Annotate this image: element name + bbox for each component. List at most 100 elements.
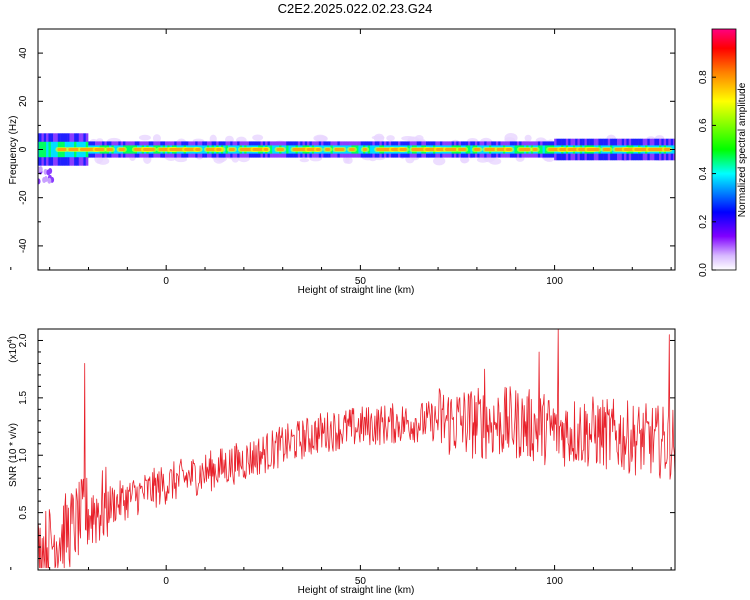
spectrogram-inner-band — [53, 141, 56, 158]
spectrogram-inner-band — [470, 145, 473, 154]
spectrogram-x-axis-label: Height of straight line (km) — [298, 285, 415, 296]
spectrogram-peak-edge — [442, 147, 459, 152]
spectrogram-halo — [460, 156, 470, 164]
spectrogram-peak-edge — [347, 147, 357, 152]
spectrogram-inner-band — [467, 145, 471, 154]
colorbar-tick-label: 0.4 — [698, 166, 709, 180]
spectrogram-peak-edge — [314, 147, 323, 152]
spectrogram-y-tick-label: -20 — [18, 190, 29, 205]
snr-y-tick-label: 1.5 — [18, 390, 29, 404]
spectrogram-peak-edge — [226, 147, 237, 152]
spectrogram-peak-edge — [116, 147, 127, 152]
spectrogram-halo — [152, 134, 161, 143]
spectrogram-y-ticks: 40 20 0 -20 -40 — [18, 28, 675, 271]
spectrogram-halo — [96, 157, 110, 165]
spectrogram-peak-edge — [92, 147, 107, 152]
snr-y-tick-label: 2.0 — [18, 333, 29, 347]
spectrogram-inner-band — [48, 141, 52, 158]
snr-line-series — [38, 329, 675, 569]
spectrogram-halo — [489, 157, 502, 165]
spectrogram-y-axis-label: Frequency (Hz) — [8, 116, 19, 185]
spectrogram-halo — [209, 134, 217, 144]
colorbar-ticks: 0.0 0.2 0.4 0.6 0.8 — [698, 70, 716, 277]
snr-y-ticks: 0.5 1.0 1.5 2.0 — [18, 333, 675, 560]
spectrogram-inner-band — [370, 145, 373, 154]
spectrogram-halo — [371, 135, 385, 140]
spectrogram-y-tick-label: -40 — [18, 238, 29, 253]
spectrogram-peak-edge — [104, 147, 116, 152]
spectrogram-tail — [38, 178, 41, 185]
colorbar-tick-label: 0.0 — [698, 263, 709, 277]
spectrogram-peak-edge — [661, 147, 673, 152]
snr-y-axis-label: SNR (10 * v/v) — [8, 423, 19, 487]
spectrogram-peak-edge — [274, 147, 287, 152]
spectrogram-tail — [38, 166, 43, 173]
snr-x-tick-label: 100 — [546, 576, 563, 587]
spectrogram-inner-band — [46, 141, 49, 158]
spectrogram-halo — [504, 132, 518, 143]
spectrogram-inner-band — [288, 145, 292, 154]
spectrogram-peak-edge — [530, 147, 540, 152]
snr-x-tick-label: 0 — [163, 576, 169, 587]
colorbar: 0.0 0.2 0.4 0.6 0.8 Normalized spectral ampl… — [698, 28, 748, 277]
snr-plot-area — [38, 329, 675, 570]
snr-x-axis-label: Height of straight line (km) — [298, 585, 415, 596]
spectrogram-peak-edge — [503, 147, 514, 152]
spectrogram-inner-band — [540, 145, 543, 154]
spectrogram-inner-band — [202, 145, 205, 154]
chart-title: C2E2.2025.022.02.23.G24 — [278, 1, 433, 16]
spectrogram-x-ticks: 0 50 100 — [10, 29, 672, 287]
spectrogram-peak-edge — [584, 147, 602, 152]
spectrogram-inner-band — [358, 145, 362, 154]
spectrogram-y-tick-label: 20 — [18, 95, 29, 107]
snr-panel: 0 50 100 0.5 1.0 1.5 2.0 Height of straight l… — [7, 328, 676, 596]
colorbar-gradient — [711, 28, 737, 271]
spectrogram-inner-band — [356, 145, 359, 154]
spectrogram-y-tick-label: 40 — [18, 47, 29, 59]
spectrogram-peak-edge — [360, 147, 370, 152]
spectrogram-halo — [174, 156, 188, 163]
spectrogram-inner-band — [544, 145, 548, 154]
spectrogram-peak-edge — [261, 147, 271, 152]
snr-y-multiplier-base: (x10 — [8, 343, 19, 363]
spectrogram-peak-edge — [471, 147, 483, 152]
spectrogram-panel: 0 50 100 40 20 0 -20 -40 Height of straight li… — [8, 28, 676, 296]
colorbar-tick-label: 0.2 — [698, 214, 709, 228]
spectrogram-tail — [42, 177, 47, 184]
spectrogram-inner-band — [50, 141, 54, 158]
svg-text:(x104): (x104) — [7, 336, 19, 363]
spectrogram-x-tick-label: 0 — [163, 276, 169, 287]
snr-y-tick-label: 1.0 — [18, 448, 29, 462]
spectrogram-peak-edge — [193, 147, 203, 152]
snr-y-multiplier-close: ) — [8, 336, 19, 339]
spectrogram-halo — [401, 135, 415, 141]
spectrogram-x-tick-label: 100 — [546, 276, 563, 287]
spectrogram-inner-band — [514, 145, 518, 154]
colorbar-label: Normalized spectral amplitude — [737, 82, 748, 217]
snr-x-ticks: 0 50 100 — [10, 565, 672, 587]
spectrogram-tail — [47, 177, 52, 184]
spectrogram-peak-edge — [141, 147, 157, 152]
spectrogram-inner-band — [372, 145, 375, 154]
spectrogram-y-tick-label: 0 — [18, 146, 29, 152]
spectrogram-peak-edge — [456, 147, 469, 152]
spectrogram-halo — [313, 134, 328, 142]
snr-y-tick-label: 0.5 — [18, 505, 29, 519]
spectrogram-inner-band — [269, 145, 273, 154]
snr-y-multiplier: (x104) — [7, 336, 19, 363]
spectrogram-halo — [386, 135, 395, 142]
snr-y-multiplier-exp: 4 — [7, 339, 14, 343]
spectrogram-halo — [252, 134, 264, 141]
spectrogram-peak-edge — [323, 147, 333, 152]
spectrogram-halo — [476, 156, 489, 163]
snr-x-tick-label: 50 — [355, 576, 367, 587]
spectrogram-inner-band — [542, 145, 546, 154]
spectrogram-peak-edge — [332, 147, 347, 152]
spectrogram-peak-edge — [645, 147, 666, 152]
spectrogram-halo — [433, 156, 446, 166]
spectrogram-peak-edge — [397, 147, 409, 152]
spectrogram-inner-band — [286, 145, 289, 154]
colorbar-tick-label: 0.8 — [698, 70, 709, 84]
spectrogram-inner-band — [43, 141, 47, 158]
